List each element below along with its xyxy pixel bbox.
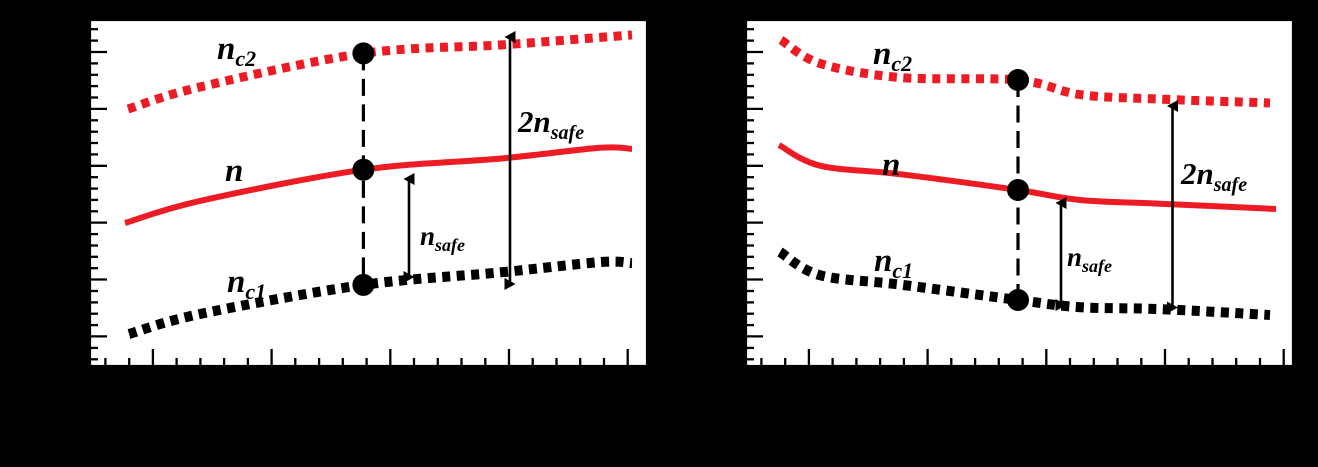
- svg-text:n: n: [225, 153, 243, 189]
- svg-text:n: n: [882, 147, 900, 183]
